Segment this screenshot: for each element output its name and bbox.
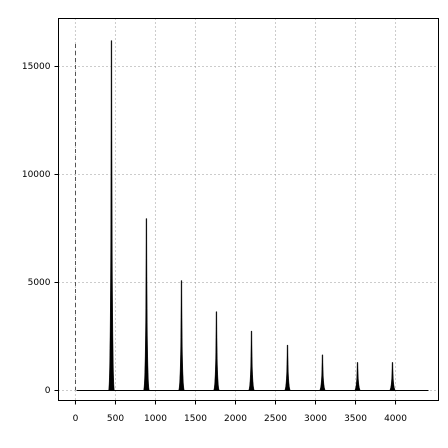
y-tick-label: 0 <box>45 386 51 396</box>
x-tick-label: 1000 <box>144 414 167 424</box>
x-tick-label: 3500 <box>344 414 367 424</box>
x-tick-label: 0 <box>73 414 79 424</box>
y-tick-label: 5000 <box>28 278 51 288</box>
x-tick-label: 2000 <box>224 414 247 424</box>
x-tick-label: 500 <box>107 414 124 424</box>
labels: 0 500 1000 1500 2000 2500 3000 3500 4000 0 5000 100… <box>22 62 407 424</box>
spike <box>318 354 327 391</box>
spike <box>142 218 150 391</box>
x-tick-label: 2500 <box>264 414 287 424</box>
spike <box>177 280 186 391</box>
spike <box>353 362 362 391</box>
plot-frame <box>58 18 439 401</box>
x-tick-label: 4000 <box>384 414 407 424</box>
spike <box>283 344 292 391</box>
spike <box>212 311 220 391</box>
x-tick-label: 3000 <box>304 414 327 424</box>
spike <box>107 40 115 391</box>
marks <box>76 40 429 391</box>
y-tick-label: 10000 <box>22 170 51 180</box>
spike <box>388 362 397 391</box>
y-tick-label: 15000 <box>22 62 51 72</box>
x-tick-label: 1500 <box>184 414 207 424</box>
spike <box>247 330 256 391</box>
